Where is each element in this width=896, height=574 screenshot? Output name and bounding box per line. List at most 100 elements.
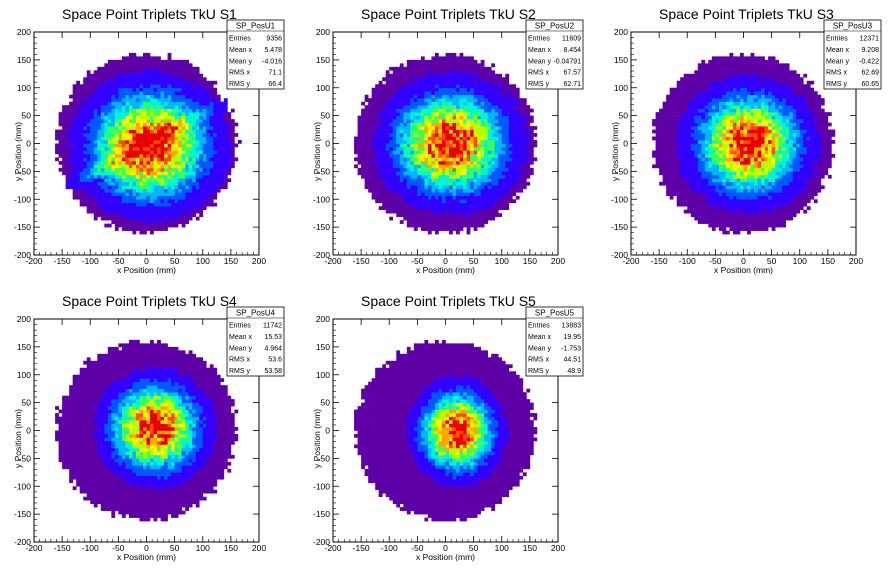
heatmap-cell (484, 164, 488, 169)
heatmap-cell (364, 160, 369, 165)
heatmap-cell (125, 153, 130, 158)
y-axis-label: y Position (mm) (312, 122, 322, 181)
heatmap-cell (701, 202, 706, 207)
heatmap-cell (683, 143, 688, 148)
heatmap-cell (515, 160, 520, 165)
heatmap-cell (181, 157, 186, 162)
heatmap-cell (459, 129, 464, 134)
heatmap-cell (459, 70, 464, 75)
heatmap-cell (100, 73, 105, 78)
heatmap-cell (185, 77, 189, 82)
heatmap-cell (438, 213, 443, 217)
heatmap-cell (111, 181, 116, 186)
heatmap-cell (392, 105, 397, 109)
heatmap-cell (505, 80, 510, 85)
heatmap-cell (118, 160, 123, 165)
heatmap-cell (354, 140, 358, 144)
heatmap-cell (484, 153, 488, 158)
heatmap-cell (704, 98, 709, 102)
heatmap-cell (382, 153, 387, 158)
heatmap-cell (181, 66, 186, 71)
heatmap-cell (164, 227, 168, 231)
heatmap-cell (434, 192, 439, 197)
heatmap-cell (125, 174, 130, 179)
heatmap-cell (413, 119, 418, 123)
heatmap-cell (673, 181, 678, 186)
heatmap-cell (199, 129, 204, 134)
heatmap-cell (452, 80, 457, 85)
heatmap-cell (487, 157, 492, 162)
heatmap-cell (139, 227, 144, 231)
heatmap-cell (142, 195, 147, 200)
heatmap-cell (90, 119, 95, 123)
heatmap-cell (118, 195, 123, 200)
heatmap-cell (438, 112, 443, 116)
heatmap-cell (406, 167, 411, 172)
heatmap-cell (701, 66, 706, 71)
heatmap-cell (195, 112, 200, 116)
heatmap-cell (508, 174, 513, 179)
heatmap-cell (382, 150, 387, 155)
heatmap-cell (669, 160, 674, 165)
heatmap-cell (526, 146, 531, 151)
heatmap-cell (690, 146, 695, 151)
heatmap-cell (392, 199, 397, 204)
heatmap-cell (76, 181, 81, 186)
heatmap-cell (477, 150, 481, 155)
heatmap-cell (378, 87, 383, 92)
x-tick-label: -100 (381, 256, 398, 266)
heatmap-cell (104, 91, 109, 96)
heatmap-cell (480, 122, 485, 127)
heatmap-cell (378, 140, 383, 144)
heatmap-cell (146, 129, 151, 134)
heatmap-cell (456, 126, 460, 130)
heatmap-cell (687, 87, 692, 92)
heatmap-cell (526, 157, 531, 162)
heatmap-cell (223, 167, 228, 172)
heatmap-cell (399, 171, 404, 176)
heatmap-cell (195, 66, 200, 71)
heatmap-cell (83, 115, 88, 120)
heatmap-cell (456, 91, 460, 96)
heatmap-cell (121, 112, 126, 116)
heatmap-cell (473, 119, 478, 123)
x-tick-label: -50 (411, 256, 424, 266)
heatmap-cell (185, 153, 189, 158)
heatmap-cell (473, 188, 478, 193)
heatmap-cell (361, 140, 365, 144)
heatmap-cell (452, 52, 457, 57)
heatmap-cell (86, 192, 91, 197)
heatmap-cell (121, 153, 126, 158)
heatmap-cell (357, 133, 362, 137)
heatmap-cell (157, 160, 161, 165)
heatmap-cell (111, 220, 116, 224)
heatmap-cell (107, 181, 112, 186)
stats-value-rms-x: 71.1 (268, 70, 282, 77)
heatmap-cell (128, 171, 133, 176)
heatmap-cell (157, 195, 161, 200)
heatmap-cell (519, 119, 524, 123)
heatmap-cell (522, 153, 527, 158)
heatmap-cell (121, 206, 126, 210)
heatmap-cell (456, 230, 460, 235)
heatmap-cell (76, 164, 81, 169)
heatmap-cell (192, 206, 197, 210)
heatmap-cell (114, 126, 119, 130)
heatmap-cell (132, 122, 137, 127)
heatmap-cell (470, 70, 474, 75)
heatmap-cell (199, 185, 204, 190)
heatmap-cell (364, 112, 369, 116)
heatmap-cell (690, 199, 695, 204)
heatmap-cell (498, 164, 503, 169)
heatmap-cell (220, 185, 225, 190)
heatmap-cell (385, 112, 390, 116)
heatmap-cell (498, 119, 503, 123)
heatmap-cell (114, 143, 119, 148)
heatmap-cell (690, 164, 695, 169)
heatmap-cell (666, 108, 670, 113)
heatmap-cell (512, 153, 517, 158)
heatmap-cell (477, 167, 481, 172)
heatmap-cell (417, 213, 422, 217)
heatmap-cell (477, 202, 481, 207)
heatmap-cell (501, 133, 506, 137)
